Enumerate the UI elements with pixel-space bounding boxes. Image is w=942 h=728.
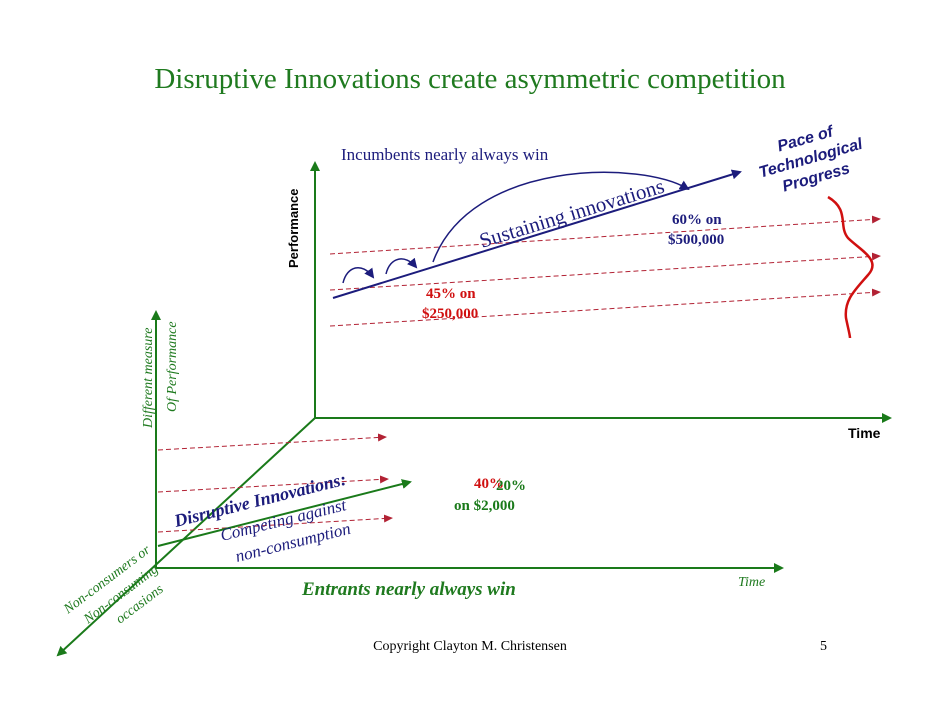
- incumbents-label: Incumbents nearly always win: [341, 145, 549, 164]
- point-60-line2: $500,000: [668, 232, 724, 248]
- entrants-label: Entrants nearly always win: [301, 579, 516, 600]
- sustaining-innovations-label: Sustaining innovations: [476, 174, 667, 253]
- point-40-label: 40%: [474, 476, 504, 492]
- upper-dashed-arrow-1: [329, 215, 881, 255]
- copyright-text: Copyright Clayton M. Christensen: [373, 639, 567, 654]
- lower-dashed-arrow-1: [157, 433, 387, 451]
- time-axis-lower-label: Time: [738, 575, 765, 590]
- lower-dashed-arrow-2: [157, 475, 389, 493]
- different-measure-label-line2: Of Performance: [165, 321, 180, 412]
- lower-dashed-arrow-3: [157, 514, 393, 533]
- disruptive-innovation-arrow: [157, 479, 412, 547]
- curved-arrow-small-1: [342, 267, 375, 284]
- performance-axis-label: Performance: [286, 189, 301, 268]
- point-2000-label: on $2,000: [454, 498, 515, 514]
- different-measure-label-line1: Different measure: [141, 328, 156, 429]
- point-45-line2: $250,000: [422, 306, 478, 322]
- upper-dashed-arrow-2: [329, 252, 881, 291]
- sustaining-innovations-arrow: [332, 169, 742, 299]
- point-45-line1: 45% on: [426, 286, 476, 302]
- page-number: 5: [820, 639, 827, 654]
- upper-dashed-arrow-3: [329, 288, 881, 327]
- curved-arrow-large: [432, 171, 690, 263]
- point-60-line1: 60% on: [672, 212, 722, 228]
- depth-axis: [56, 417, 316, 657]
- pace-distribution-curve: [827, 195, 874, 339]
- point-20-label: 20%: [496, 478, 526, 494]
- curved-arrow-small-2: [385, 257, 418, 275]
- time-axis-upper-label: Time: [848, 425, 881, 441]
- pace-label: Pace of Technological Progress: [757, 123, 865, 196]
- slide-title: Disruptive Innovations create asymmetric…: [154, 63, 786, 95]
